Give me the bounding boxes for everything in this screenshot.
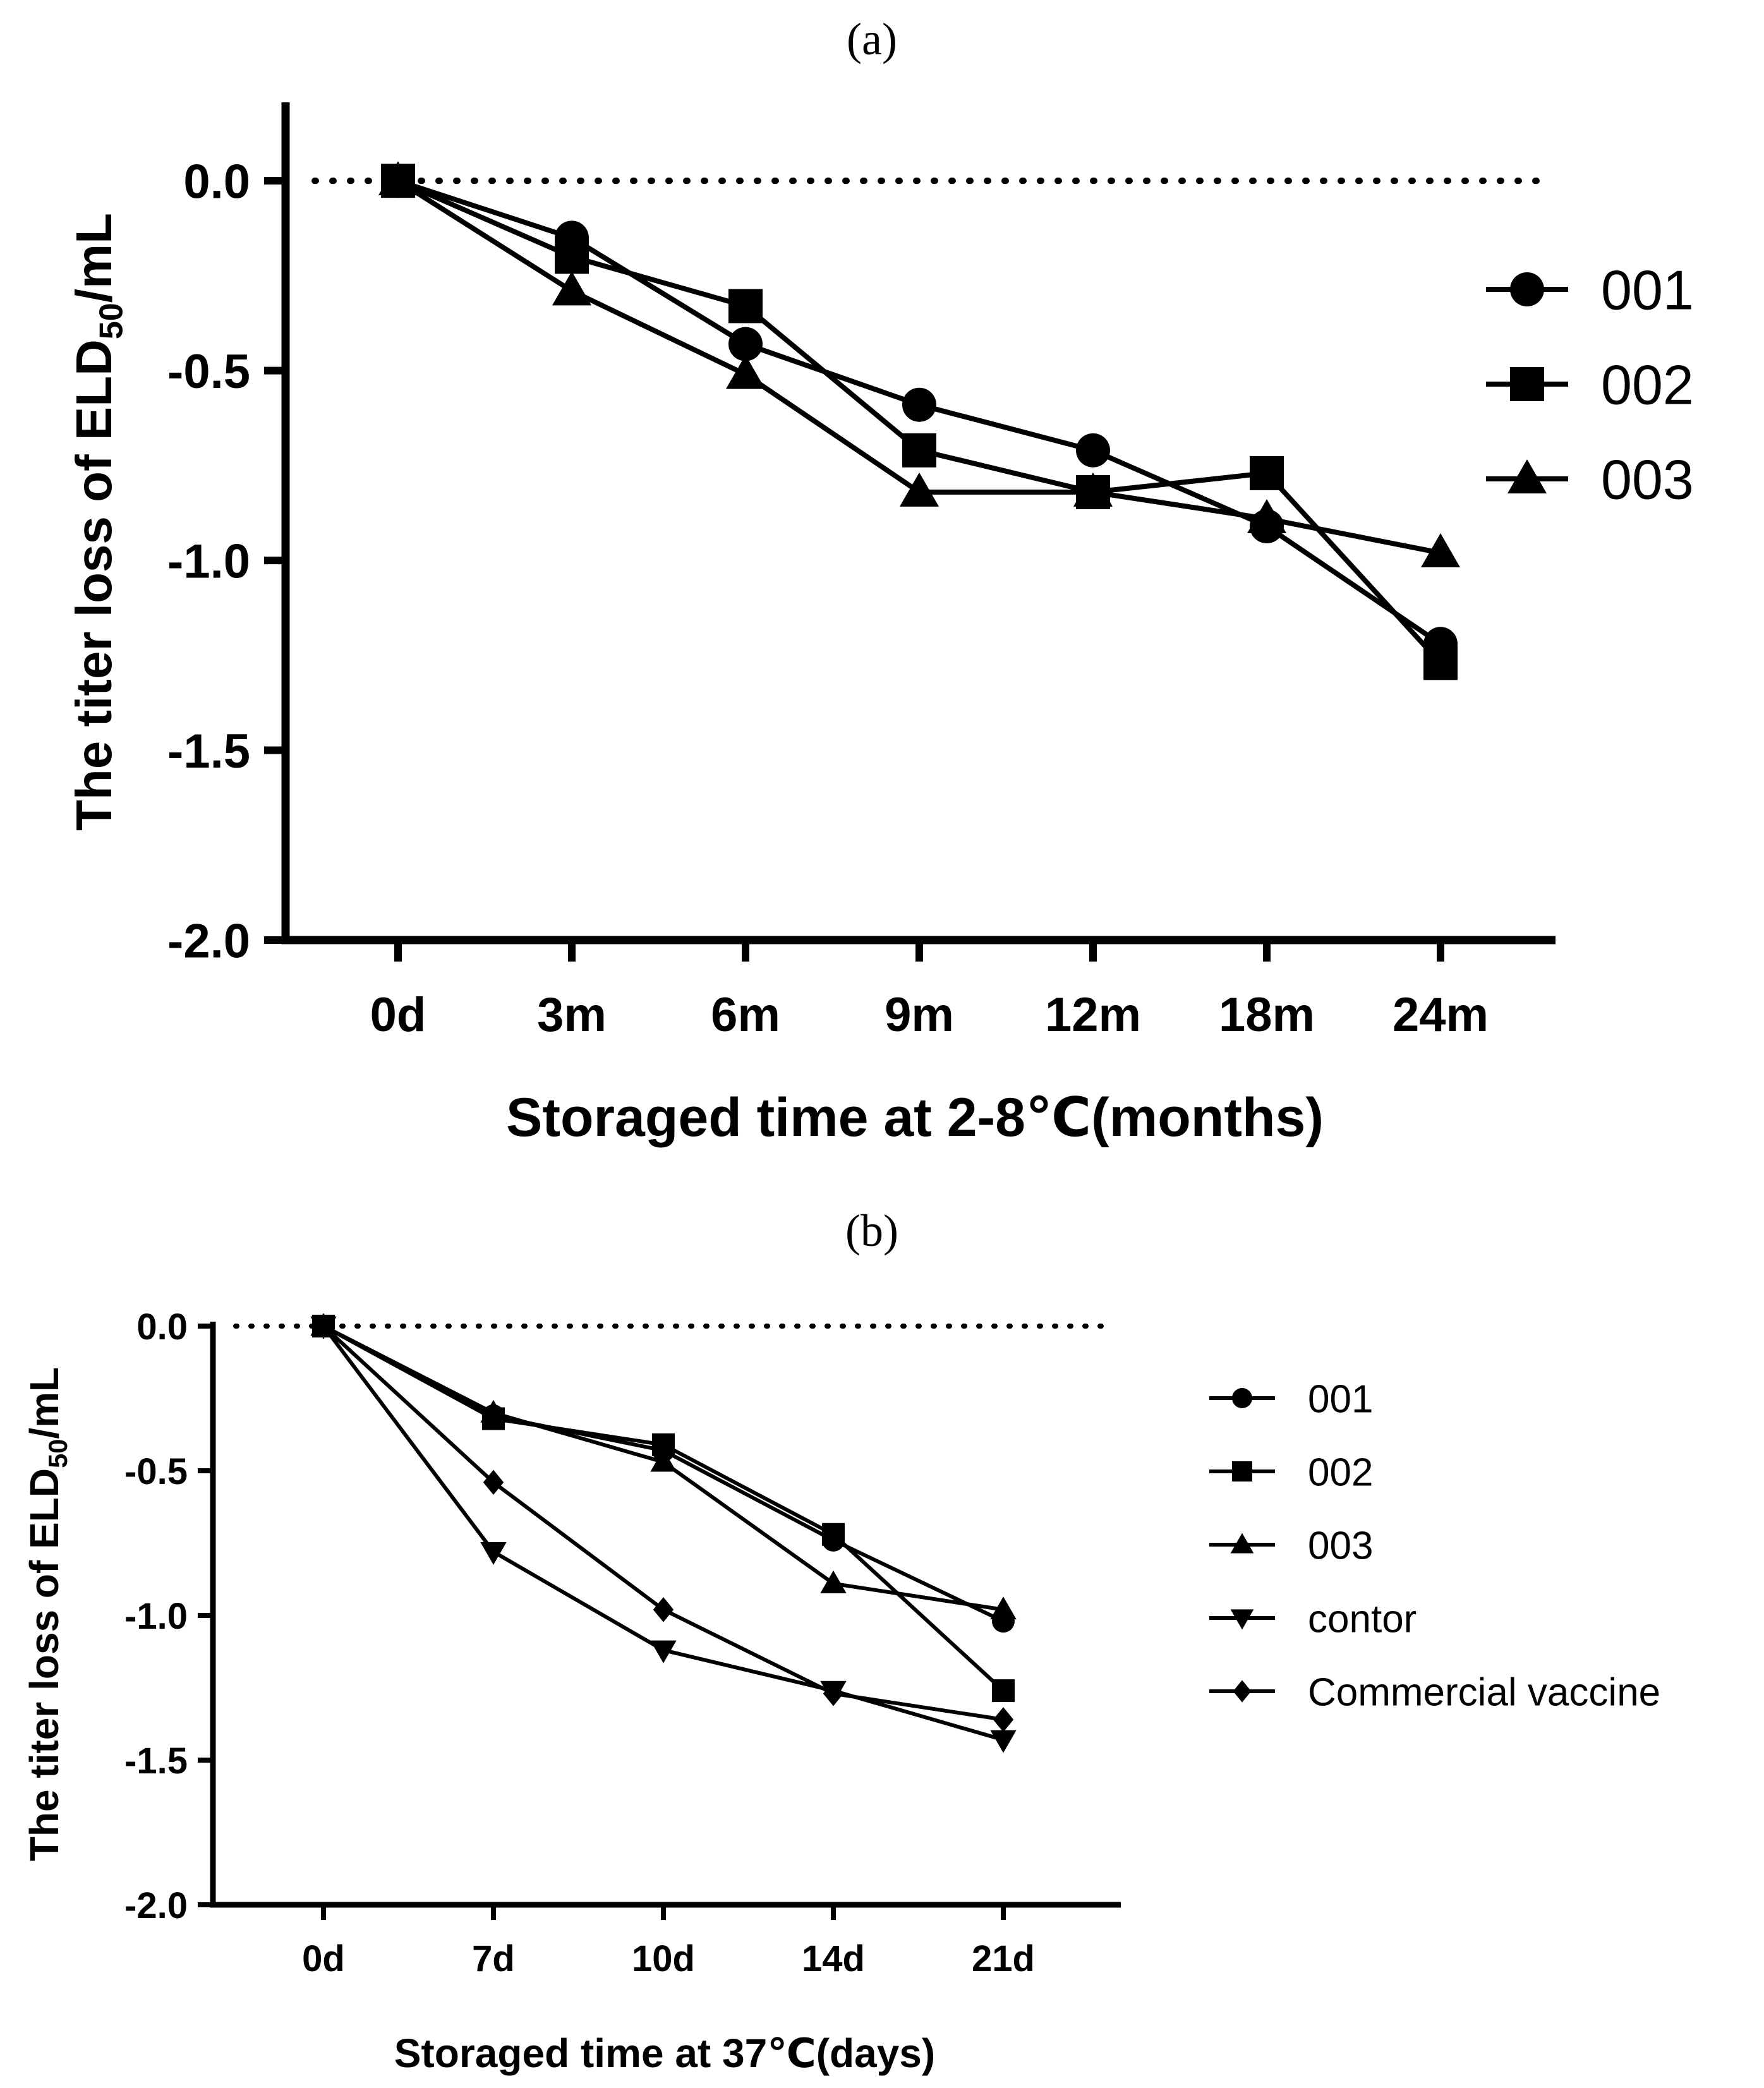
x-tick-label: 24m [1392,988,1489,1042]
y-tick-label: -1.5 [124,1741,188,1782]
y-axis-title: The titer loss of ELD50/mL [21,1367,73,1861]
y-tick-label: -2.0 [124,1885,188,1926]
data-point-003 [378,161,418,196]
data-point-contor [650,1640,677,1663]
legend-marker-icon [1230,1533,1254,1554]
x-tick-label: 3m [537,988,607,1042]
data-point-003 [820,1570,847,1593]
data-point-003 [1247,498,1287,533]
data-point-003 [552,271,592,306]
legend-label: 001 [1601,259,1694,322]
x-tick-label: 7d [472,1938,515,1979]
x-tick-label: 12m [1045,988,1141,1042]
data-point-commercial-vaccine [483,1469,504,1495]
data-point-003 [1073,472,1113,507]
chart-a: 0.0 -0.5 -1.0 -1.5 -2.0 0d 3m 6m 9m 12m 18m 24m 001 0… [66,102,1694,1148]
data-point-commercial-vaccine [313,1313,334,1339]
data-point-001 [902,387,936,422]
legend-marker-icon [1510,272,1544,306]
legend-marker-icon [1510,367,1544,401]
y-axis-title-main: The titer loss of ELD [21,1468,67,1861]
legend-marker-icon [1233,1680,1252,1703]
data-point-003 [899,472,939,507]
x-tick-label: 0d [370,988,426,1042]
data-point-003 [480,1399,507,1423]
legend-label: Commercial vaccine [1308,1670,1660,1714]
data-point-003 [990,1596,1017,1620]
legend-marker-icon [1230,1609,1254,1630]
x-tick-label: 9m [885,988,954,1042]
y-axis-title-subscript: 50 [43,1439,73,1468]
y-axis-title-unit: /mL [66,213,122,303]
data-point-contor [990,1730,1017,1753]
y-tick-label: -1.0 [167,534,250,588]
legend-label: 003 [1601,449,1694,511]
legend-marker-icon [1507,459,1547,493]
x-tick-label: 0d [302,1938,345,1979]
y-axis-title-unit: /mL [21,1367,67,1439]
data-point-002 [992,1679,1015,1703]
x-tick-label: 18m [1219,988,1315,1042]
legend-marker-icon [1232,1461,1252,1482]
data-point-002 [902,433,936,468]
panel-b-label: (b) [845,1205,898,1256]
data-point-commercial-vaccine [993,1707,1014,1732]
data-point-003 [1420,533,1461,568]
chart-b: 0.0 -0.5 -1.0 -1.5 -2.0 0d 7d 10d 14d 21d 001 002 00… [21,1307,1660,2076]
y-tick-label: -1.5 [167,725,250,778]
y-tick-label: -1.0 [124,1596,188,1637]
data-point-commercial-vaccine [653,1597,674,1622]
data-point-002 [555,239,589,274]
y-tick-label: -2.0 [167,914,250,968]
y-axis-title: The titer loss of ELD50/mL [66,213,130,831]
data-point-002 [728,289,763,323]
y-axis-title-main: The titer loss of ELD [66,339,122,831]
data-point-002 [1423,646,1458,680]
panel-a-label: (a) [847,14,897,64]
y-tick-label: 0.0 [183,155,250,209]
legend-label: contor [1308,1597,1417,1641]
data-point-002 [822,1523,845,1546]
y-tick-label: -0.5 [124,1451,188,1492]
data-point-003 [725,354,766,389]
data-point-002 [1250,456,1284,490]
x-axis-title: Storaged time at 2-8℃(months) [506,1087,1324,1148]
y-axis-title-subscript: 50 [94,303,130,339]
legend-label: 001 [1308,1377,1373,1421]
data-point-contor [480,1542,507,1565]
y-tick-label: -0.5 [167,345,250,399]
data-point-001 [728,327,763,361]
data-point-commercial-vaccine [823,1681,844,1706]
x-axis-title: Storaged time at 37℃(days) [394,2031,935,2076]
data-point-003 [650,1449,677,1472]
legend-label: 002 [1308,1451,1373,1494]
legend-label: 003 [1308,1524,1373,1567]
y-tick-label: 0.0 [136,1307,188,1348]
legend-label: 002 [1601,354,1694,416]
x-tick-label: 21d [972,1938,1035,1979]
x-tick-label: 6m [711,988,780,1042]
x-tick-label: 10d [632,1938,695,1979]
legend-marker-icon [1232,1388,1252,1408]
x-tick-label: 14d [802,1938,865,1979]
data-point-001 [1076,433,1110,468]
